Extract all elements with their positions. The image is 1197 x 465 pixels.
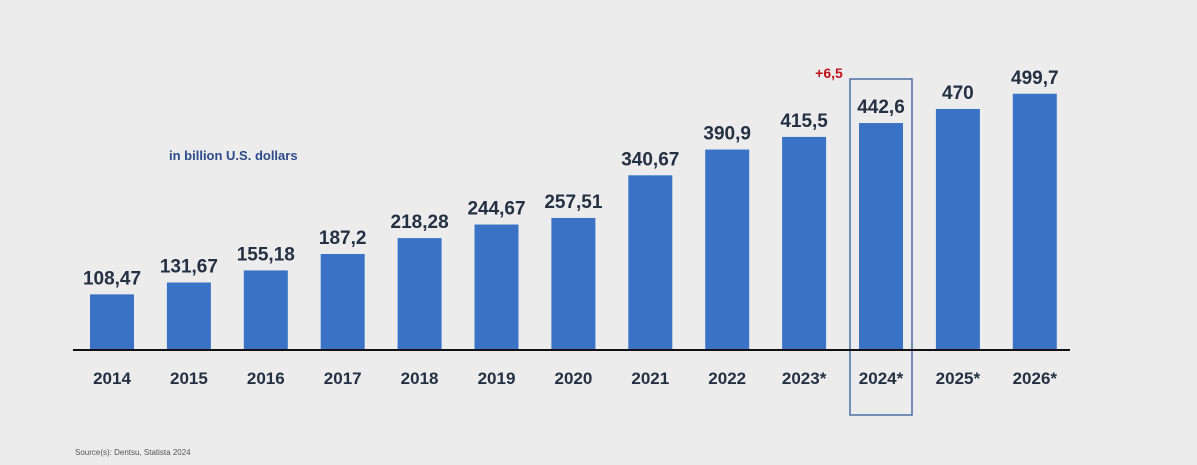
bar-2016 bbox=[243, 270, 288, 350]
change-label: +6,5 bbox=[815, 65, 843, 81]
bar-2017 bbox=[320, 254, 365, 350]
bar-2022 bbox=[705, 149, 750, 350]
bar-2025-forecast bbox=[935, 108, 980, 350]
x-tick-label: 2017 bbox=[324, 369, 362, 388]
bar-2020 bbox=[551, 217, 596, 350]
x-tick-label: 2026* bbox=[1013, 369, 1058, 388]
bar-2024-forecast bbox=[859, 123, 903, 350]
value-label: 470 bbox=[942, 83, 974, 104]
value-label: 390,9 bbox=[703, 124, 751, 145]
value-label: 108,47 bbox=[83, 268, 141, 289]
x-tick-label: 2023* bbox=[782, 369, 827, 388]
x-tick-label: 2025* bbox=[936, 369, 981, 388]
value-label: 340,67 bbox=[621, 149, 679, 170]
bar-2018 bbox=[397, 238, 442, 350]
x-tick-label: 2018 bbox=[401, 369, 439, 388]
x-tick-label: 2021 bbox=[631, 369, 669, 388]
bar-2015 bbox=[166, 282, 211, 350]
value-label: 257,51 bbox=[544, 192, 603, 213]
value-label: 131,67 bbox=[160, 256, 218, 277]
x-tick-label: 2015 bbox=[170, 369, 208, 388]
x-tick-label: 2014 bbox=[93, 369, 131, 388]
bar-2023-forecast bbox=[782, 136, 827, 350]
x-tick-label: 2022 bbox=[708, 369, 746, 388]
highlight-layer bbox=[849, 78, 913, 416]
x-tick-label: 2019 bbox=[478, 369, 516, 388]
highlight-box bbox=[849, 78, 913, 416]
x-tick-label: 2020 bbox=[554, 369, 592, 388]
unit-label: in billion U.S. dollars bbox=[169, 148, 298, 163]
value-label: 187,2 bbox=[319, 228, 367, 249]
value-label: 155,18 bbox=[237, 244, 295, 265]
bar-2019 bbox=[474, 224, 519, 350]
x-tick-label: 2024* bbox=[859, 369, 904, 388]
value-label: 218,28 bbox=[391, 212, 449, 233]
source-label: Source(s): Dentsu, Statista 2024 bbox=[75, 448, 191, 457]
bars-layer bbox=[90, 93, 1057, 350]
value-label: 415,5 bbox=[780, 111, 828, 132]
bar-2026-forecast bbox=[1012, 93, 1057, 350]
value-label: 499,7 bbox=[1011, 68, 1059, 89]
bar-2014 bbox=[90, 294, 134, 350]
value-label: 442,6 bbox=[857, 97, 905, 118]
bar-2021 bbox=[628, 175, 673, 350]
x-tick-label: 2016 bbox=[247, 369, 285, 388]
labels-layer: 108,47 2014 131,67 2015 155,18 2016 187,2 2017 2… bbox=[83, 65, 1059, 388]
value-label: 244,67 bbox=[467, 199, 525, 220]
